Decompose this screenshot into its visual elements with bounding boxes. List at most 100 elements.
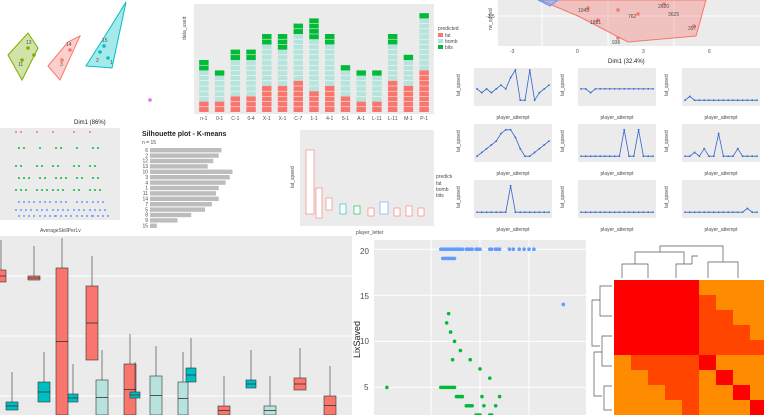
stacked-bar-tick-label: C-1 (231, 116, 239, 122)
heatmap-cell (699, 295, 716, 310)
silhouette-bar (150, 153, 219, 158)
scatter-small-point (33, 215, 35, 217)
scatter-small-point (76, 215, 78, 217)
small-line-point (594, 87, 597, 90)
pca-right-blue-hull (537, 0, 559, 7)
heatmap-cell (699, 310, 716, 325)
silhouette-row-label: 5 (145, 207, 148, 213)
scatter-small-point (102, 215, 104, 217)
small-line-xlabel: player_attempt (704, 171, 738, 177)
stacked-bar-segment (387, 44, 398, 81)
heatmap-cell (665, 325, 682, 340)
scatter-small-point (60, 215, 62, 217)
small-line-point (480, 211, 483, 214)
scatter-small-point (62, 209, 64, 211)
dot-scatter-point (527, 247, 531, 252)
small-line-point (495, 211, 498, 214)
scatter-small-point (41, 165, 43, 167)
small-line-point (712, 155, 715, 158)
heatmap-cell (682, 400, 699, 415)
stacked-bar-tick-label: A-1 (357, 116, 365, 122)
small-box-legend-item: fat (436, 181, 442, 187)
small-line-point (584, 155, 587, 158)
pca-right-point-label: 2620 (658, 4, 669, 10)
scatter-small-point (65, 201, 67, 203)
dot-scatter-point (452, 339, 457, 344)
small-line-point (584, 87, 587, 90)
heatmap-cell (665, 340, 682, 355)
heatmap-cell (682, 280, 699, 295)
stacked-legend-label-fat: fat (445, 33, 451, 39)
small-box-svg: lat_speed predicted fat bomb bits player… (290, 130, 452, 236)
small-line-point (504, 87, 507, 90)
small-line-point (538, 211, 541, 214)
scatter-small-point (81, 177, 83, 179)
scatter-small-point (52, 165, 54, 167)
small-line-point (722, 155, 725, 158)
small-lines-svg: lat_speed player_attempt lat_speed player_a… (456, 68, 760, 233)
heatmap-cell (716, 325, 733, 340)
stacked-bar-tick-label: 0-4 (247, 116, 254, 122)
stacked-bar-segment (419, 13, 429, 19)
small-box (379, 201, 389, 215)
small-line-series (476, 68, 550, 102)
stacked-bar-segment (214, 75, 225, 102)
small-line-point (543, 87, 546, 90)
pca-left-xlabel: Dim1 (86%) (74, 120, 106, 126)
small-line-point (509, 184, 512, 187)
scatter-small-point (89, 165, 91, 167)
dot-scatter-ytick: 5 (364, 383, 369, 392)
scatter-small-point (25, 189, 27, 191)
scatter-small-point (57, 189, 59, 191)
small-line-point (608, 87, 611, 90)
silhouette-bar (150, 191, 216, 196)
silhouette-bar (150, 223, 157, 228)
scatter-small-point (62, 189, 64, 191)
heatmap-cell (716, 280, 733, 295)
small-line-point (756, 99, 758, 102)
heatmap-cell (682, 340, 699, 355)
small-line-xlabel: player_attempt (704, 227, 738, 233)
scatter-small-point (67, 209, 69, 211)
heatmap-cell (750, 325, 764, 340)
silhouette-row-label: 1 (145, 186, 148, 192)
small-line-point (736, 99, 739, 102)
small-line-point (628, 155, 630, 158)
small-line-point (652, 211, 654, 214)
heatmap-cell (665, 310, 682, 325)
small-line-point (647, 87, 650, 90)
heatmap-dendrogram-branch (691, 255, 698, 264)
scatter-small-point (55, 177, 57, 179)
scatter-small-point (55, 147, 57, 149)
scatter-small-point (36, 189, 38, 191)
small-line-series (581, 88, 653, 94)
small-line-point (746, 99, 749, 102)
heatmap-cell (699, 280, 716, 295)
scatter-small-point (99, 189, 101, 191)
scatter-small-point (60, 201, 62, 203)
small-line-bg (578, 68, 656, 106)
scatter-small-point (54, 215, 56, 217)
scatter-small-point (18, 201, 20, 203)
small-line-point (524, 99, 526, 102)
silhouette-panel: Silhouette plot - K-means n = 15 6 2 12 13 1… (128, 128, 284, 236)
pca-left-point (26, 46, 30, 50)
silhouette-row-label: 12 (142, 159, 148, 165)
heatmap-cell (716, 370, 733, 385)
small-line-point (604, 211, 606, 214)
scatter-small-point (57, 209, 59, 211)
heatmap-cell (733, 340, 750, 355)
scatter-small-bg (0, 128, 120, 220)
dot-scatter-point (480, 394, 484, 399)
small-line-point (580, 211, 582, 214)
silhouette-row-label: 2 (145, 153, 148, 159)
scatter-small-point (36, 131, 38, 133)
scatter-small-point (92, 177, 94, 179)
small-line-point (608, 211, 611, 214)
small-line-point (741, 211, 744, 214)
heatmap-svg (591, 245, 764, 415)
scatter-small-point (73, 189, 75, 191)
scatter-small-point (41, 209, 43, 211)
small-line-point (613, 211, 616, 214)
small-box (367, 207, 375, 217)
